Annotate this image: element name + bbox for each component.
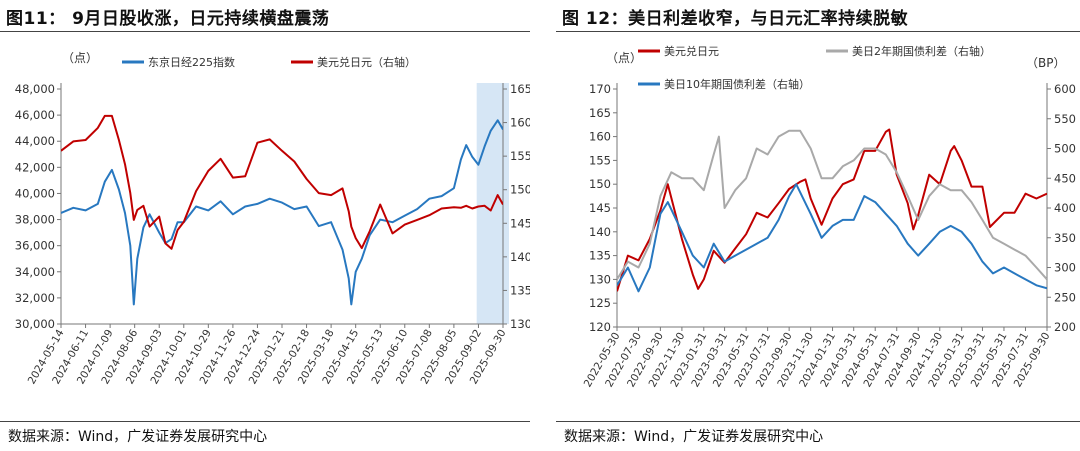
series-line-2: [617, 183, 1047, 293]
y-right-tick-label: 350: [1054, 231, 1076, 245]
y-right-tick-label: 160: [510, 116, 530, 130]
y-left-tick-label: 48,000: [15, 82, 55, 96]
y-left-tick-label: 125: [589, 296, 611, 310]
usdjpy-spread-chart: 120 125 130 135 140 145 150 155 160 165 170 200 250 3…: [582, 44, 1076, 389]
legend-label-2: 美日10年期国债利差（右轴）: [664, 77, 810, 91]
figure-title: 图 12：美日利差收窄，与日元汇率持续脱敏: [562, 9, 909, 29]
legend-label-0: 东京日经225指数: [148, 55, 235, 69]
y-left-tick-label: 130: [589, 272, 611, 286]
y-right-tick-label: 130: [510, 317, 530, 331]
y-left-tick-label: 36,000: [15, 239, 55, 253]
y-left-tick-label: 150: [589, 177, 611, 191]
legend-label-1: 美日2年期国债利差（右轴）: [852, 44, 991, 58]
y-left-tick-label: 155: [589, 153, 611, 167]
y-right-tick-label: 140: [510, 250, 530, 264]
y-right-tick-label: 500: [1054, 142, 1076, 156]
source-rule: [0, 421, 530, 422]
source-rule: [556, 421, 1080, 422]
legend-label-1: 美元兑日元（右轴）: [317, 55, 416, 69]
title-rule: [0, 31, 530, 32]
figure-11: 图11： 9月日股收涨，日元持续横盘震荡 30,000 32,000 34,000 3…: [0, 0, 530, 451]
series-line-1: [61, 114, 503, 250]
title-rule: [556, 31, 1080, 32]
y-left-tick-label: 34,000: [15, 265, 55, 279]
series-line-1: [617, 129, 1047, 281]
y-left-tick-label: 44,000: [15, 134, 55, 148]
y-left-tick-label: 145: [589, 201, 611, 215]
y-left-tick-label: 42,000: [15, 160, 55, 174]
y-left-tick-label: 32,000: [15, 291, 55, 305]
y-right-tick-label: 135: [510, 283, 530, 297]
y-left-tick-label: 38,000: [15, 213, 55, 227]
y-left-tick-label: 135: [589, 249, 611, 263]
y-left-unit-label: （点）: [606, 51, 642, 65]
y-left-tick-label: 170: [589, 82, 611, 96]
y-right-tick-label: 450: [1054, 171, 1076, 185]
y-right-tick-label: 155: [510, 149, 530, 163]
y-right-tick-label: 165: [510, 82, 530, 96]
series-line-0: [617, 128, 1047, 292]
y-right-tick-label: 200: [1054, 320, 1076, 334]
y-right-tick-label: 300: [1054, 261, 1076, 275]
legend-label-0: 美元兑日元: [664, 44, 719, 58]
y-left-tick-label: 30,000: [15, 317, 55, 331]
y-right-unit-label: （BP）: [1026, 56, 1065, 70]
figure-12: 图 12：美日利差收窄，与日元汇率持续脱敏 120 125 130 135 140 145…: [556, 0, 1080, 451]
y-left-tick-label: 40,000: [15, 186, 55, 200]
y-right-tick-label: 145: [510, 216, 530, 230]
y-left-unit-label: （点）: [62, 51, 98, 65]
y-left-tick-label: 160: [589, 130, 611, 144]
source-note: 数据来源：Wind，广发证券发展研究中心: [8, 429, 268, 445]
figure-title: 图11： 9月日股收涨，日元持续横盘震荡: [6, 9, 330, 29]
y-left-tick-label: 140: [589, 225, 611, 239]
y-right-tick-label: 400: [1054, 201, 1076, 215]
series-line-0: [61, 119, 503, 306]
y-right-tick-label: 150: [510, 183, 530, 197]
source-note: 数据来源：Wind，广发证券发展研究中心: [564, 429, 824, 445]
y-left-tick-label: 120: [589, 320, 611, 334]
y-left-tick-label: 165: [589, 106, 611, 120]
y-left-tick-label: 46,000: [15, 108, 55, 122]
nikkei-usdjpy-chart: 30,000 32,000 34,000 36,000 38,000 40,000 42,0…: [15, 51, 530, 386]
y-right-tick-label: 250: [1054, 290, 1076, 304]
y-right-tick-label: 600: [1054, 82, 1076, 96]
y-right-tick-label: 550: [1054, 112, 1076, 126]
